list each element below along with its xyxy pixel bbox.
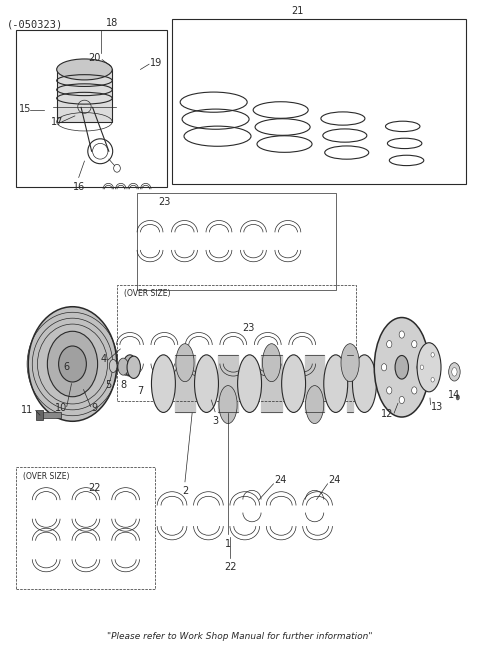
Ellipse shape — [194, 355, 218, 413]
Text: 13: 13 — [431, 401, 443, 411]
Ellipse shape — [449, 363, 460, 381]
Polygon shape — [175, 355, 195, 413]
Ellipse shape — [238, 355, 262, 413]
Bar — [171, 19, 466, 184]
Ellipse shape — [399, 396, 405, 403]
Text: 2: 2 — [182, 486, 188, 497]
Bar — [117, 285, 356, 401]
Bar — [16, 30, 167, 187]
Text: 15: 15 — [19, 104, 31, 113]
Ellipse shape — [57, 59, 112, 80]
Text: 3: 3 — [212, 417, 218, 426]
Text: 20: 20 — [88, 52, 100, 62]
Ellipse shape — [341, 344, 359, 382]
Ellipse shape — [176, 344, 194, 382]
Text: "Please refer to Work Shop Manual for further information": "Please refer to Work Shop Manual for fu… — [107, 632, 373, 641]
Text: 23: 23 — [158, 197, 171, 207]
Text: 1: 1 — [225, 539, 231, 549]
Ellipse shape — [352, 355, 376, 413]
Ellipse shape — [28, 307, 117, 421]
Ellipse shape — [59, 346, 86, 382]
Text: (-050323): (-050323) — [6, 19, 63, 29]
Text: 16: 16 — [72, 182, 85, 192]
Text: 9: 9 — [92, 403, 98, 413]
Ellipse shape — [118, 358, 129, 375]
Ellipse shape — [127, 356, 141, 379]
Text: 10: 10 — [56, 403, 68, 413]
Text: 7: 7 — [138, 386, 144, 396]
Text: 23: 23 — [242, 323, 255, 333]
Ellipse shape — [382, 363, 387, 371]
Ellipse shape — [386, 340, 392, 348]
Ellipse shape — [306, 386, 324, 424]
Bar — [16, 468, 155, 588]
Ellipse shape — [123, 355, 137, 376]
Text: 22: 22 — [88, 483, 100, 493]
Text: (OVER SIZE): (OVER SIZE) — [124, 289, 171, 298]
Ellipse shape — [282, 355, 306, 413]
Polygon shape — [347, 355, 353, 413]
Text: 6: 6 — [63, 362, 69, 372]
Ellipse shape — [431, 352, 434, 357]
Text: 11: 11 — [21, 405, 33, 415]
Ellipse shape — [48, 331, 97, 397]
Ellipse shape — [263, 344, 281, 382]
Bar — [36, 411, 43, 420]
Ellipse shape — [386, 387, 392, 394]
Bar — [37, 412, 61, 419]
Ellipse shape — [324, 355, 348, 413]
Ellipse shape — [109, 359, 117, 373]
Text: 22: 22 — [224, 562, 237, 572]
Text: 14: 14 — [448, 390, 460, 400]
Ellipse shape — [219, 386, 237, 424]
Text: 5: 5 — [106, 380, 112, 390]
Text: 17: 17 — [51, 117, 63, 127]
Text: 19: 19 — [150, 58, 162, 68]
Text: 4: 4 — [101, 354, 107, 365]
Ellipse shape — [456, 395, 459, 400]
Text: (OVER SIZE): (OVER SIZE) — [23, 472, 70, 481]
Ellipse shape — [412, 340, 417, 348]
Text: 18: 18 — [106, 18, 119, 28]
Polygon shape — [305, 355, 324, 413]
Ellipse shape — [152, 355, 175, 413]
Ellipse shape — [417, 363, 422, 371]
Text: 24: 24 — [275, 475, 287, 485]
Ellipse shape — [420, 365, 423, 369]
Ellipse shape — [412, 387, 417, 394]
Text: 24: 24 — [328, 475, 341, 485]
Ellipse shape — [431, 377, 434, 382]
Text: 21: 21 — [291, 6, 304, 16]
Polygon shape — [261, 355, 282, 413]
Ellipse shape — [395, 356, 408, 379]
Ellipse shape — [399, 331, 405, 338]
Ellipse shape — [374, 318, 429, 417]
Text: 8: 8 — [120, 380, 126, 390]
Bar — [57, 70, 112, 122]
Ellipse shape — [417, 342, 441, 392]
Ellipse shape — [452, 367, 457, 376]
Text: 12: 12 — [381, 409, 393, 419]
Polygon shape — [218, 355, 238, 413]
Bar — [137, 193, 336, 290]
